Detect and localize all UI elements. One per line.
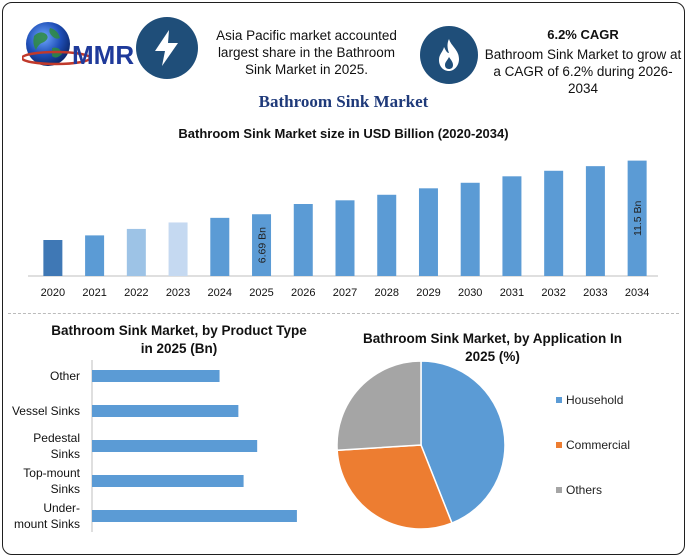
bar-2026	[293, 204, 313, 276]
main-title: Bathroom Sink Market	[258, 92, 429, 111]
legend-label-others: Others	[566, 483, 602, 497]
logo-text: MMR	[72, 40, 134, 70]
x-tick-label: 2025	[249, 287, 273, 299]
pie-slice-commercial	[336, 444, 453, 530]
application-pie-chart: Household Commercial Others	[336, 360, 630, 530]
bar-chart-title: Bathroom Sink Market size in USD Billion…	[178, 126, 509, 141]
bar-2033	[585, 166, 605, 276]
cagr-heading: 6.2% CAGR	[547, 27, 619, 42]
bar-2021	[85, 235, 105, 276]
bar-2025	[252, 214, 272, 276]
category-label: Top-mount Sinks	[23, 466, 80, 496]
data-label-2025: 6.69 Bn	[257, 227, 269, 263]
section-divider	[8, 313, 679, 314]
x-tick-label: 2031	[500, 287, 524, 299]
bar-2029	[418, 188, 438, 276]
x-tick-label: 2033	[583, 287, 607, 299]
lightning-icon	[136, 17, 198, 79]
x-tick-label: 2028	[374, 287, 398, 299]
legend-label-commercial: Commercial	[566, 438, 630, 452]
hbar-top-mount-sinks	[92, 475, 244, 487]
category-label: Pedestal Sinks	[33, 431, 80, 461]
highlight-text-2: Bathroom Sink Market to grow at a CAGR o…	[484, 47, 682, 96]
legend-label-household: Household	[566, 393, 623, 407]
hbar-chart-title: Bathroom Sink Market, by Product Type in…	[51, 323, 307, 356]
bar-2034	[627, 160, 647, 276]
bar-2023	[168, 222, 188, 276]
legend-swatch-commercial	[556, 442, 562, 448]
bar-2031	[502, 176, 522, 276]
hbar-vessel-sinks	[92, 405, 239, 417]
x-tick-label: 2023	[166, 287, 190, 299]
pie-slice-household	[420, 360, 506, 525]
legend-swatch-household	[556, 397, 562, 403]
bar-2020	[43, 240, 63, 276]
x-tick-label: 2024	[208, 287, 232, 299]
x-tick-label: 2029	[416, 287, 440, 299]
bar-2032	[544, 170, 564, 276]
x-tick-label: 2032	[541, 287, 565, 299]
hbar-under-mount-sinks	[92, 510, 297, 522]
hbar-other	[92, 370, 220, 382]
x-tick-label: 2021	[82, 287, 106, 299]
x-tick-label: 2022	[124, 287, 148, 299]
category-label: Other	[50, 369, 80, 383]
market-size-bar-chart: 2020 2021 2022 2023 2024 2025 6.69 Bn 2026 2027 2…	[28, 160, 658, 299]
x-tick-label: 2027	[333, 287, 357, 299]
bar-2027	[335, 200, 355, 276]
pie-slice-others	[336, 360, 422, 452]
hbar-pedestal-sinks	[92, 440, 258, 452]
x-tick-label: 2020	[41, 287, 65, 299]
bar-2024	[210, 217, 230, 276]
product-type-bar-chart: Other Vessel Sinks Pedestal Sinks Top-mount S…	[12, 360, 297, 532]
bar-2022	[126, 228, 146, 276]
data-label-2034: 11.5 Bn	[632, 200, 644, 236]
x-tick-label: 2034	[625, 287, 649, 299]
category-label: Under-mount Sinks	[14, 501, 80, 531]
bar-2030	[460, 182, 480, 276]
flame-icon	[420, 26, 478, 84]
highlight-text-1: Asia Pacific market accounted largest sh…	[216, 28, 397, 77]
pie-chart-title: Bathroom Sink Market, by Application In …	[362, 331, 623, 364]
x-tick-label: 2030	[458, 287, 482, 299]
mmr-logo: MMR	[20, 14, 134, 78]
bar-2028	[377, 194, 397, 276]
x-tick-label: 2026	[291, 287, 315, 299]
category-label: Vessel Sinks	[12, 404, 80, 418]
legend-swatch-others	[556, 487, 562, 493]
